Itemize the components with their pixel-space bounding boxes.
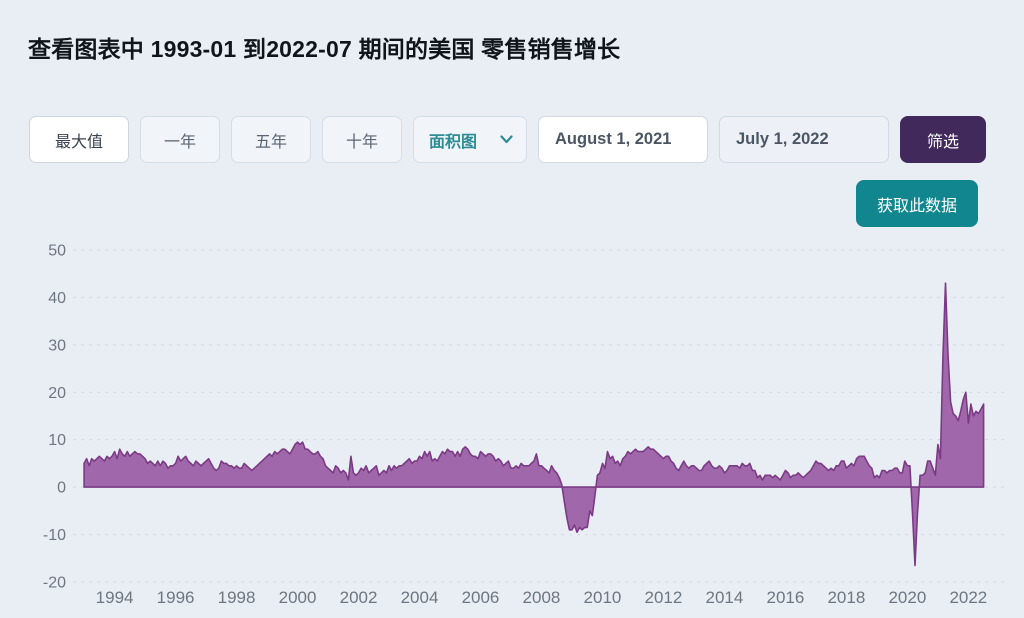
- svg-text:2004: 2004: [401, 588, 439, 607]
- svg-text:2002: 2002: [340, 588, 378, 607]
- svg-text:2012: 2012: [645, 588, 683, 607]
- filter-button[interactable]: 筛选: [900, 116, 986, 163]
- chart-type-select[interactable]: 面积图: [413, 116, 527, 163]
- range-button-max[interactable]: 最大值: [29, 116, 129, 163]
- get-data-button-label: 获取此数据: [876, 197, 957, 215]
- svg-text:-10: -10: [43, 527, 66, 544]
- range-button-five-year-label: 五年: [254, 133, 287, 151]
- svg-text:2006: 2006: [462, 588, 500, 607]
- chevron-down-icon: [500, 135, 513, 144]
- chart-type-selected-value: 面积图: [429, 133, 478, 151]
- start-date-value: August 1, 2021: [555, 130, 672, 148]
- svg-text:-20: -20: [43, 575, 66, 592]
- get-data-button[interactable]: 获取此数据: [855, 180, 978, 227]
- retail-sales-area-chart: 50 40 30 20 10 0 -10 -20 1994 1996 1998 2000 2002 200…: [0, 238, 1024, 618]
- range-button-one-year[interactable]: 一年: [140, 116, 220, 163]
- svg-text:2014: 2014: [706, 588, 744, 607]
- svg-text:2018: 2018: [827, 588, 865, 607]
- range-button-max-label: 最大值: [54, 133, 103, 151]
- page-title: 查看图表中 1993-01 到2022-07 期间的美国 零售销售增长: [28, 36, 621, 62]
- end-date-input[interactable]: July 1, 2022: [719, 116, 889, 163]
- controls-toolbar: 最大值 一年 五年 十年 面积图 August 1, 2021 July 1, …: [29, 116, 986, 163]
- start-date-input[interactable]: August 1, 2021: [538, 116, 708, 163]
- svg-text:0: 0: [57, 480, 66, 497]
- svg-text:30: 30: [48, 337, 66, 354]
- svg-text:1998: 1998: [218, 588, 256, 607]
- range-button-one-year-label: 一年: [163, 133, 196, 151]
- svg-text:2008: 2008: [523, 588, 561, 607]
- svg-text:1994: 1994: [96, 588, 134, 607]
- range-button-ten-year[interactable]: 十年: [322, 116, 402, 163]
- svg-text:20: 20: [48, 385, 66, 402]
- svg-text:2010: 2010: [584, 588, 622, 607]
- range-button-five-year[interactable]: 五年: [231, 116, 311, 163]
- svg-text:1996: 1996: [157, 588, 195, 607]
- range-button-ten-year-label: 十年: [345, 133, 378, 151]
- end-date-value: July 1, 2022: [736, 130, 829, 148]
- svg-text:2020: 2020: [888, 588, 926, 607]
- svg-text:10: 10: [48, 432, 66, 449]
- svg-text:2016: 2016: [766, 588, 804, 607]
- svg-text:40: 40: [48, 290, 66, 307]
- svg-text:2022: 2022: [949, 588, 987, 607]
- filter-button-label: 筛选: [926, 133, 959, 151]
- svg-text:50: 50: [48, 243, 66, 260]
- svg-text:2000: 2000: [279, 588, 317, 607]
